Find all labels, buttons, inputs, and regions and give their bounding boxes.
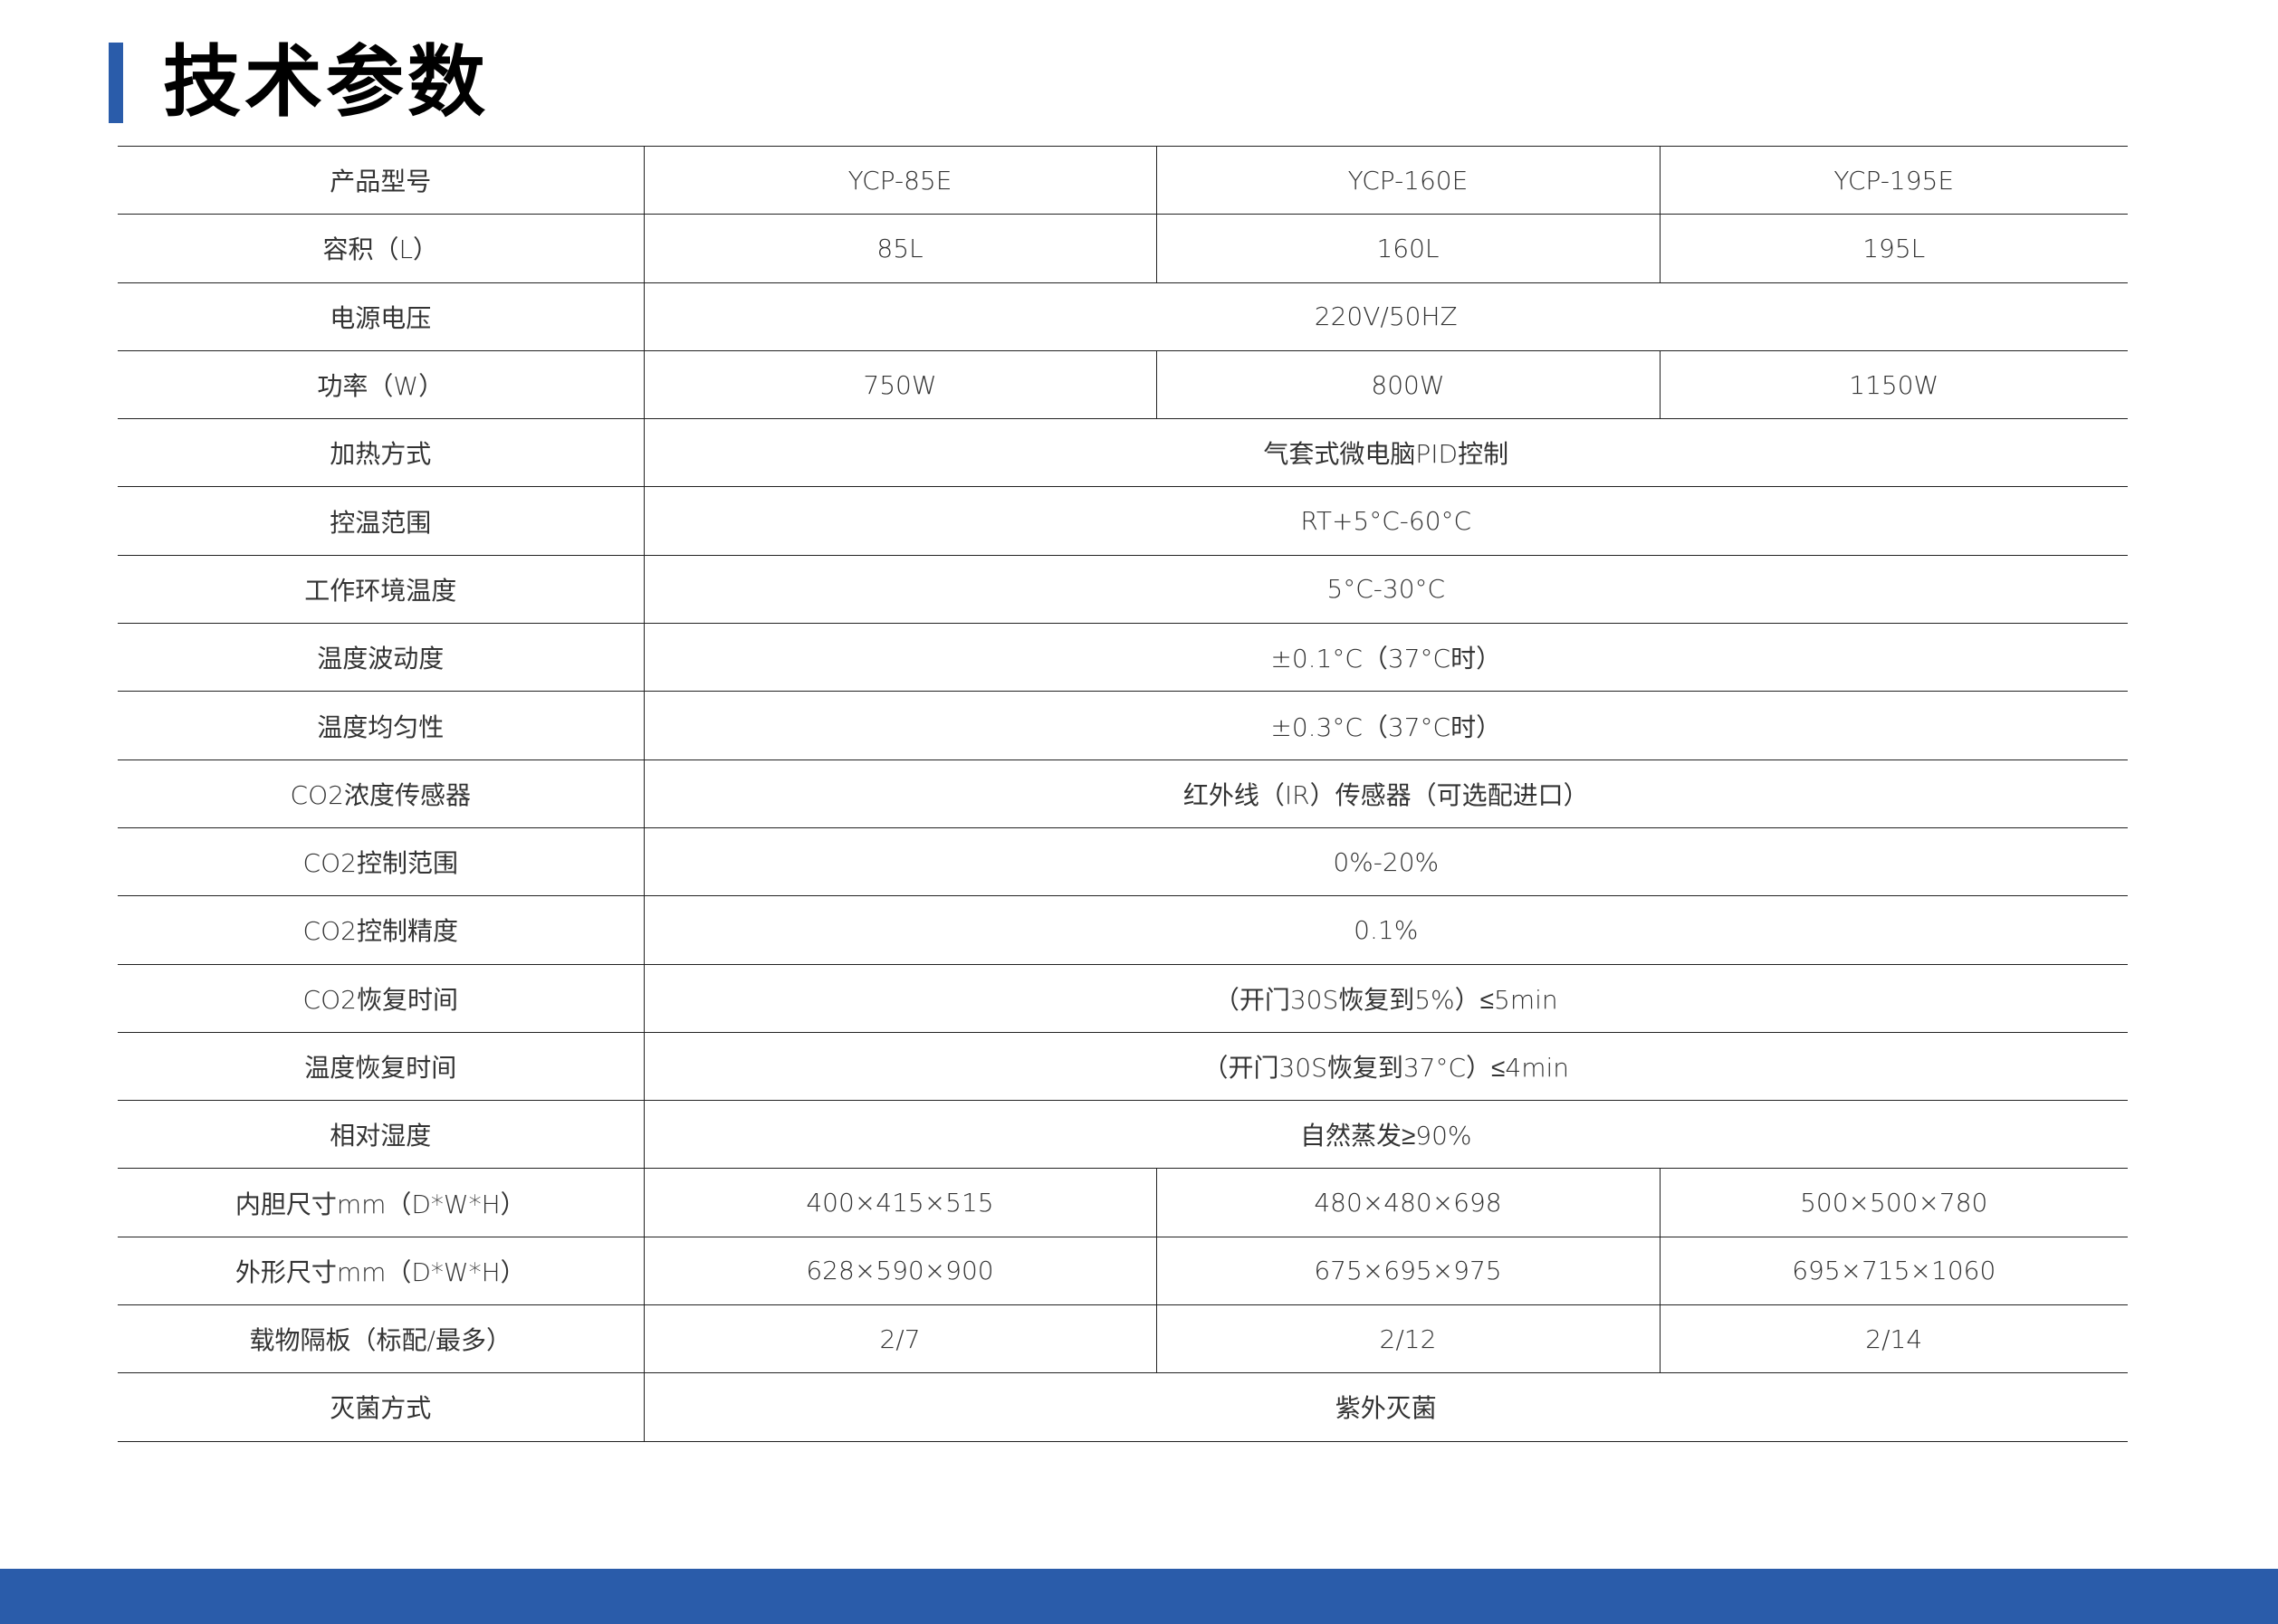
row-value: 750W	[643, 349, 1156, 420]
row-label: CO2控制精度	[118, 895, 644, 965]
row-value: 160L	[1155, 214, 1660, 283]
row-label: 控温范围	[118, 486, 644, 556]
row-label: 功率（W）	[118, 349, 644, 420]
table-row: 控温范围 RT+5°C-60°C	[118, 486, 2128, 556]
spec-table: 产品型号 YCP-85E YCP-160E YCP-195E 容积（L） 85L 160L 1…	[118, 145, 2128, 1442]
row-label: 产品型号	[118, 145, 644, 215]
table-row: 灭菌方式 紫外灭菌	[118, 1372, 2128, 1442]
footer-bar	[0, 1569, 2278, 1624]
row-value: 195L	[1659, 214, 2128, 283]
row-value: （开门30S恢复到5%）≤5min	[643, 963, 2128, 1033]
row-value: ±0.3°C（37°C时）	[643, 691, 2128, 760]
row-value: 气套式微电脑PID控制	[643, 418, 2128, 488]
row-value: 675×695×975	[1155, 1236, 1660, 1306]
table-row: 加热方式 气套式微电脑PID控制	[118, 418, 2128, 488]
table-row: 载物隔板（标配/最多） 2/7 2/12 2/14	[118, 1304, 2128, 1374]
row-value: 85L	[643, 214, 1156, 283]
row-value: 628×590×900	[643, 1236, 1156, 1306]
row-value: 5°C-30°C	[643, 554, 2128, 625]
row-label: 外形尺寸mm（D*W*H）	[118, 1236, 644, 1306]
row-value: ±0.1°C（37°C时）	[643, 623, 2128, 693]
row-label: 温度波动度	[118, 623, 644, 693]
row-value: 800W	[1155, 349, 1660, 420]
title-accent-bar	[109, 43, 123, 123]
table-row: 温度恢复时间 （开门30S恢复到37°C）≤4min	[118, 1031, 2128, 1102]
table-row: 温度均匀性 ±0.3°C（37°C时）	[118, 691, 2128, 760]
table-row: 容积（L） 85L 160L 195L	[118, 214, 2128, 283]
row-value: （开门30S恢复到37°C）≤4min	[643, 1031, 2128, 1102]
table-row: 电源电压 220V/50HZ	[118, 282, 2128, 351]
table-row: CO2恢复时间 （开门30S恢复到5%）≤5min	[118, 963, 2128, 1033]
row-value: 1150W	[1659, 349, 2128, 420]
page-title: 技术参数	[163, 37, 489, 128]
row-value: 红外线（IR）传感器（可选配进口）	[643, 759, 2128, 828]
row-label: 容积（L）	[118, 214, 644, 283]
row-label: CO2控制范围	[118, 826, 644, 897]
row-value: 500×500×780	[1659, 1168, 2128, 1237]
table-row: 外形尺寸mm（D*W*H） 628×590×900 675×695×975 695×7…	[118, 1236, 2128, 1306]
table-row: 工作环境温度 5°C-30°C	[118, 554, 2128, 625]
row-label: 载物隔板（标配/最多）	[118, 1304, 644, 1374]
row-label: 灭菌方式	[118, 1372, 644, 1442]
row-label: 相对湿度	[118, 1100, 644, 1170]
row-label: 加热方式	[118, 418, 644, 488]
table-row: CO2控制范围 0%-20%	[118, 826, 2128, 897]
row-label: CO2恢复时间	[118, 963, 644, 1033]
table-row: CO2浓度传感器 红外线（IR）传感器（可选配进口）	[118, 759, 2128, 828]
row-value: 695×715×1060	[1659, 1236, 2128, 1306]
row-value: 0%-20%	[643, 826, 2128, 897]
row-value: 480×480×698	[1155, 1168, 1660, 1237]
table-row: 产品型号 YCP-85E YCP-160E YCP-195E	[118, 145, 2128, 215]
row-label: CO2浓度传感器	[118, 759, 644, 828]
table-row: CO2控制精度 0.1%	[118, 895, 2128, 965]
table-row: 温度波动度 ±0.1°C（37°C时）	[118, 623, 2128, 693]
row-value: 0.1%	[643, 895, 2128, 965]
row-value: 2/7	[643, 1304, 1156, 1374]
row-label: 内胆尺寸mm（D*W*H）	[118, 1168, 644, 1237]
row-value: RT+5°C-60°C	[643, 486, 2128, 556]
row-label: 温度均匀性	[118, 691, 644, 760]
row-value: 2/12	[1155, 1304, 1660, 1374]
row-label: 电源电压	[118, 282, 644, 351]
row-value: 自然蒸发≥90%	[643, 1100, 2128, 1170]
table-row: 相对湿度 自然蒸发≥90%	[118, 1100, 2128, 1170]
row-value: YCP-85E	[643, 145, 1156, 215]
row-value: YCP-195E	[1659, 145, 2128, 215]
row-label: 温度恢复时间	[118, 1031, 644, 1102]
row-value: 220V/50HZ	[643, 282, 2128, 351]
row-label: 工作环境温度	[118, 554, 644, 625]
row-value: 紫外灭菌	[643, 1372, 2128, 1442]
row-value: 400×415×515	[643, 1168, 1156, 1237]
table-row: 功率（W） 750W 800W 1150W	[118, 349, 2128, 420]
row-value: 2/14	[1659, 1304, 2128, 1374]
row-value: YCP-160E	[1155, 145, 1660, 215]
table-row: 内胆尺寸mm（D*W*H） 400×415×515 480×480×698 500×5…	[118, 1168, 2128, 1237]
